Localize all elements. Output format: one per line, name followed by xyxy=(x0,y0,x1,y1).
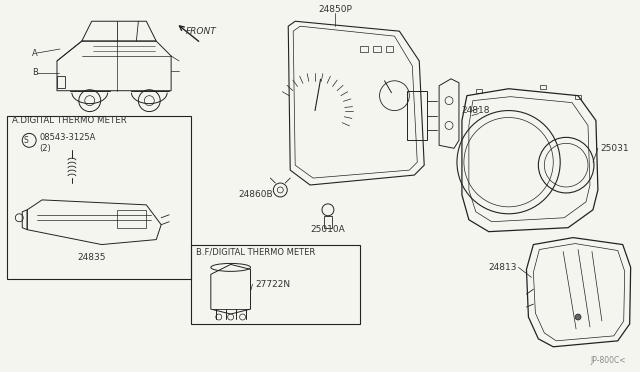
Text: B.F/DIGITAL THERMO METER: B.F/DIGITAL THERMO METER xyxy=(196,247,315,256)
Text: (2): (2) xyxy=(39,144,51,153)
Bar xyxy=(116,210,147,228)
Text: 24813: 24813 xyxy=(488,263,516,272)
Bar xyxy=(7,116,191,279)
Text: 24818: 24818 xyxy=(461,106,490,115)
Text: 24835: 24835 xyxy=(77,253,106,262)
Circle shape xyxy=(575,314,581,320)
Bar xyxy=(360,46,367,52)
Text: 25031: 25031 xyxy=(600,144,628,153)
Bar xyxy=(191,244,360,324)
Text: 08543-3125A: 08543-3125A xyxy=(39,133,95,142)
Text: A: A xyxy=(32,48,38,58)
Bar xyxy=(575,95,581,99)
Text: JP-800C<: JP-800C< xyxy=(590,356,626,365)
Bar xyxy=(385,46,394,52)
Bar xyxy=(372,46,381,52)
Bar xyxy=(476,89,482,93)
Text: S: S xyxy=(24,136,29,145)
Text: 27722N: 27722N xyxy=(255,280,291,289)
Text: FRONT: FRONT xyxy=(186,27,217,36)
Text: 24850P: 24850P xyxy=(318,5,352,14)
Bar xyxy=(57,76,65,88)
Bar xyxy=(540,85,547,89)
Bar xyxy=(407,91,427,140)
Text: 25010A: 25010A xyxy=(310,225,346,234)
Bar xyxy=(324,216,332,228)
Text: A.DIGITAL THERMO METER: A.DIGITAL THERMO METER xyxy=(12,116,127,125)
Text: B: B xyxy=(32,68,38,77)
Text: 24860B: 24860B xyxy=(238,190,273,199)
